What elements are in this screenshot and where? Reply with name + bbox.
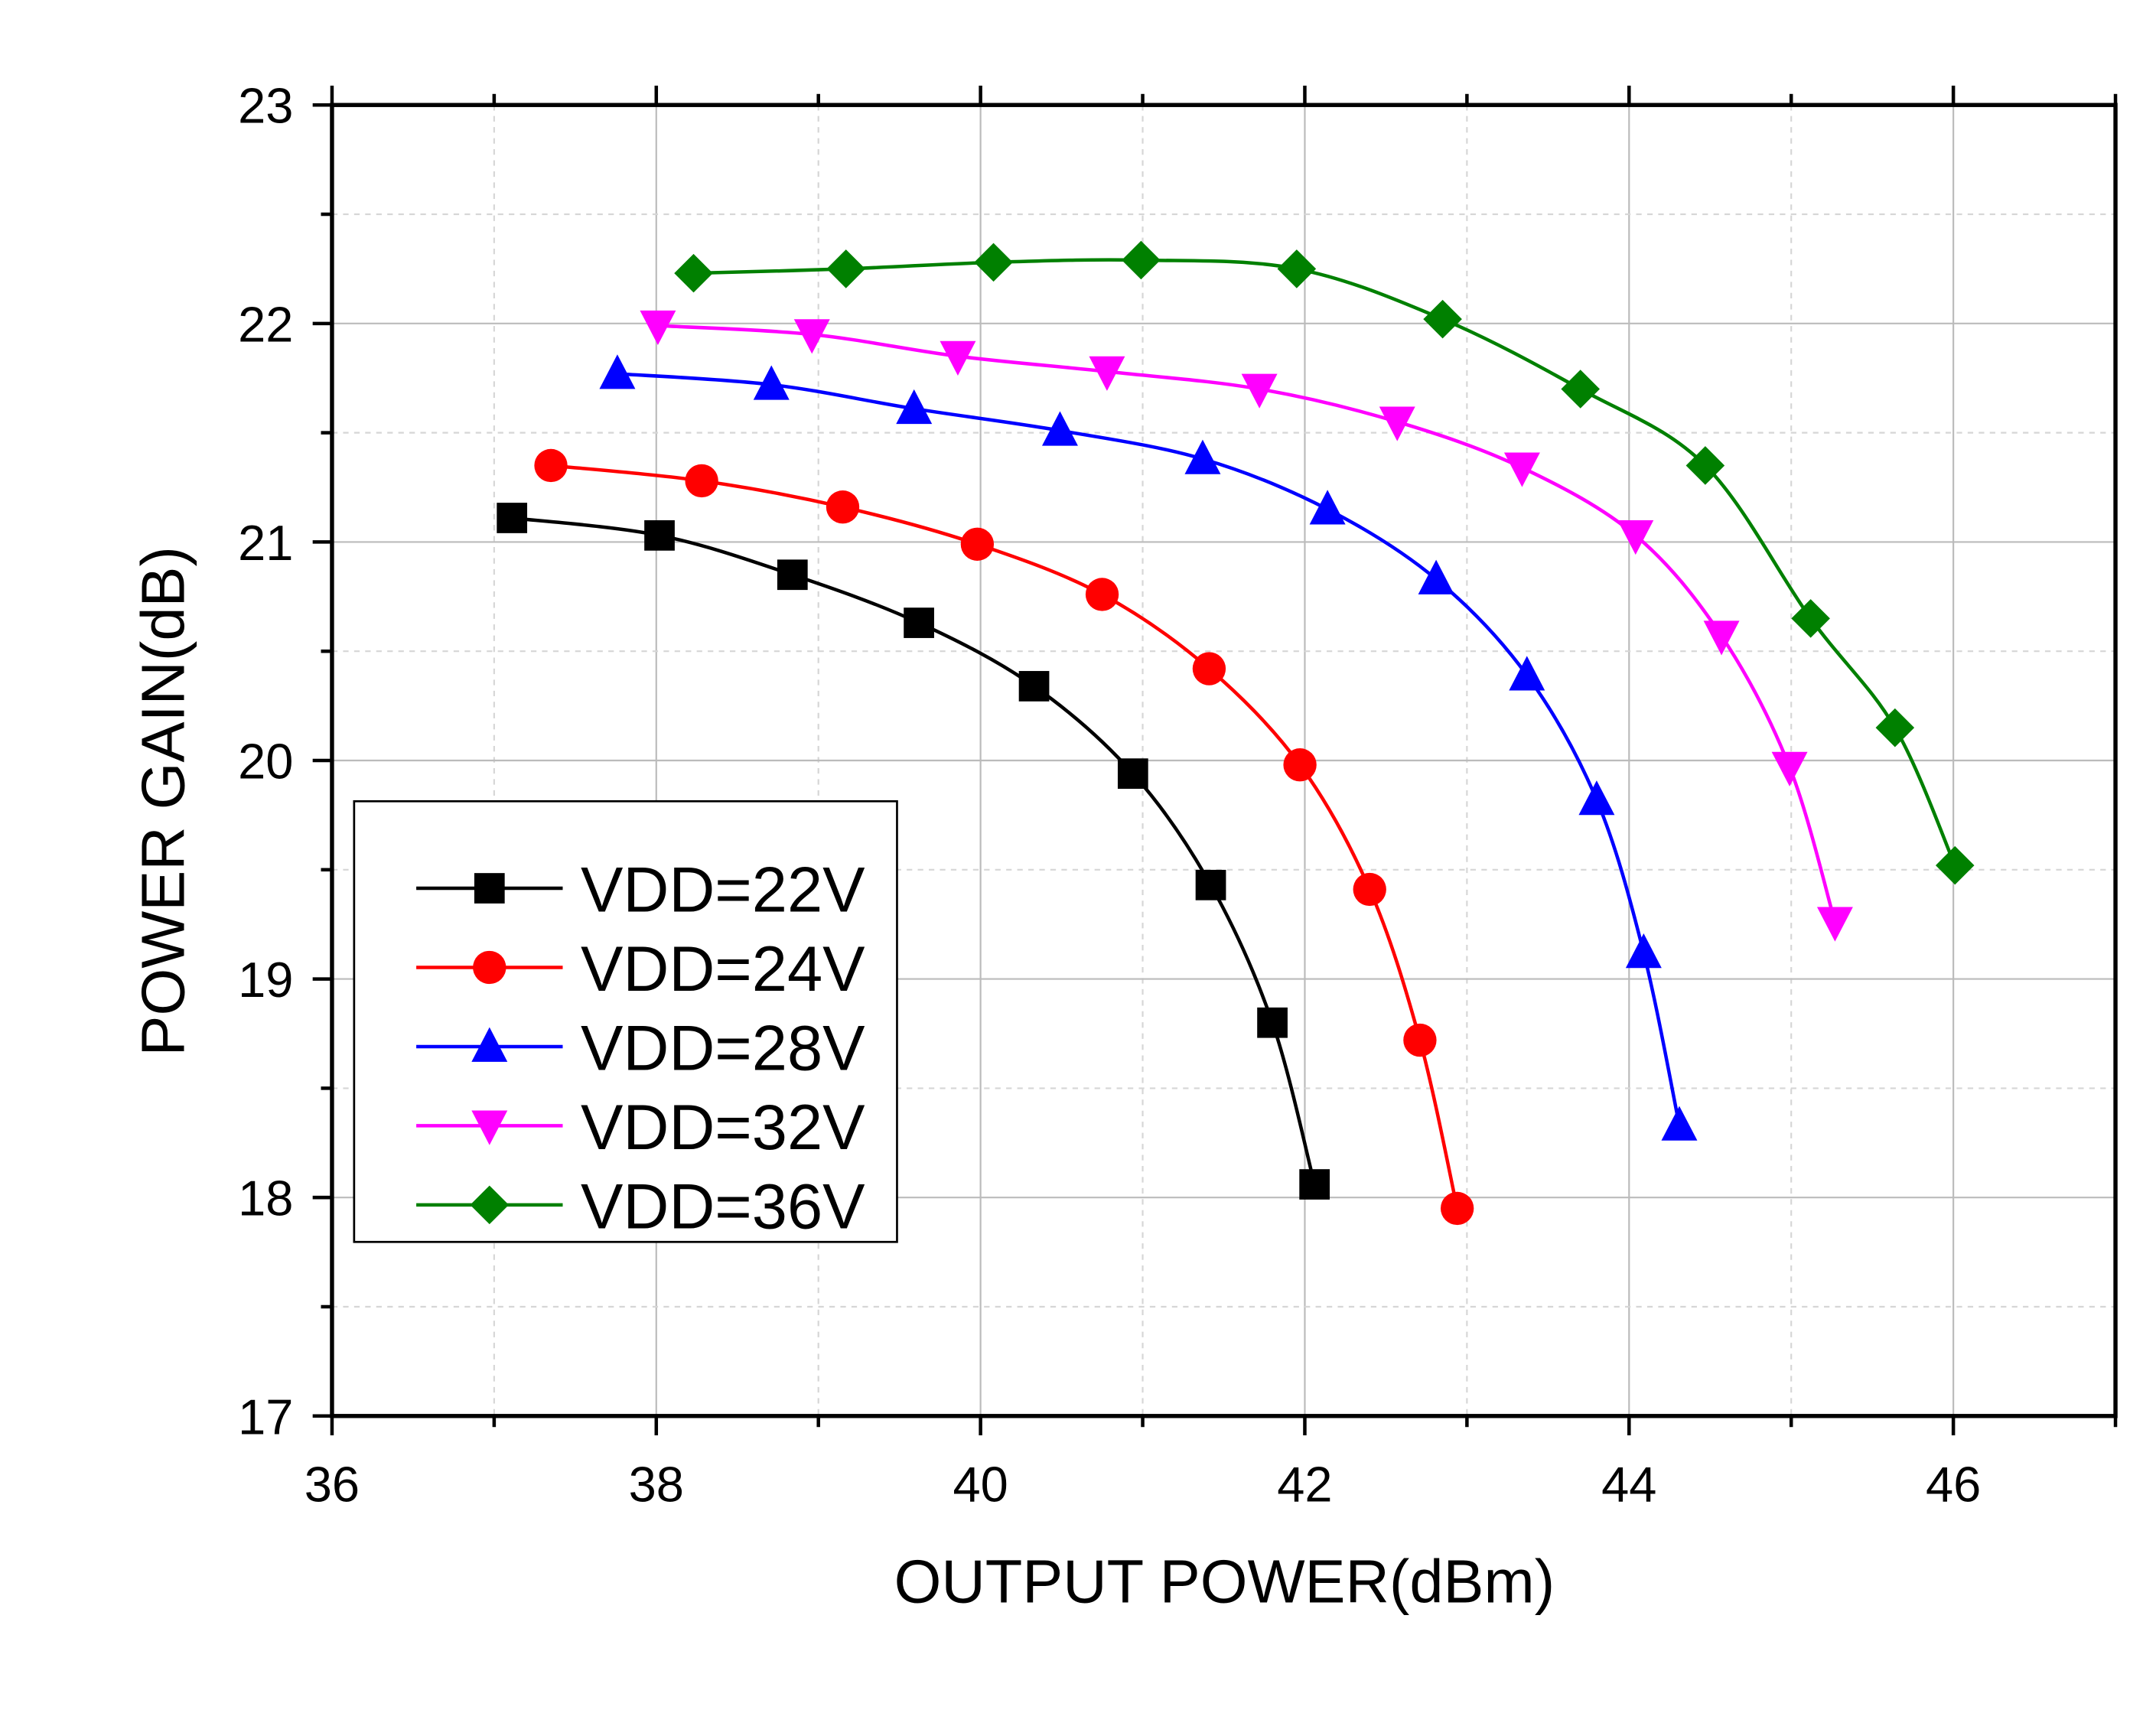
axes: 36 38 40 42 44 46 17 18 19 20 21 22 23 bbox=[238, 78, 2118, 1513]
data-point bbox=[1423, 299, 1462, 339]
data-point bbox=[1283, 748, 1317, 782]
series-line bbox=[693, 258, 1957, 866]
data-point bbox=[1509, 656, 1545, 691]
data-point bbox=[497, 503, 528, 533]
data-point bbox=[1771, 751, 1808, 786]
data-point bbox=[1617, 519, 1654, 555]
data-point bbox=[1625, 933, 1662, 969]
y-tick-label: 22 bbox=[238, 296, 293, 352]
data-point bbox=[960, 527, 995, 561]
data-point bbox=[674, 253, 713, 293]
data-point bbox=[1241, 373, 1278, 409]
data-point bbox=[1299, 1169, 1330, 1200]
data-point bbox=[1661, 1106, 1698, 1141]
series-vdd-22v bbox=[497, 503, 1330, 1200]
legend-entry: VDD=32V bbox=[416, 1092, 865, 1163]
y-tick-label: 21 bbox=[238, 515, 293, 571]
data-point bbox=[1503, 452, 1540, 487]
legend-box bbox=[353, 800, 898, 1243]
data-point bbox=[753, 365, 790, 400]
legend-label: VDD=32V bbox=[581, 1092, 865, 1163]
legend-entry: VDD=22V bbox=[416, 855, 865, 926]
data-point bbox=[974, 243, 1013, 282]
x-tick-label: 40 bbox=[953, 1457, 1008, 1513]
legend-marker bbox=[473, 950, 506, 985]
data-point bbox=[1703, 620, 1740, 656]
legend-label: VDD=28V bbox=[581, 1013, 865, 1084]
data-point bbox=[904, 607, 934, 638]
x-tick-label: 44 bbox=[1601, 1457, 1656, 1513]
legend-marker bbox=[474, 873, 505, 904]
data-point bbox=[1122, 240, 1161, 280]
legend-entry: VDD=36V bbox=[416, 1171, 865, 1242]
data-point bbox=[940, 340, 976, 376]
data-point bbox=[1018, 671, 1050, 702]
y-tick-label: 20 bbox=[238, 733, 293, 789]
x-tick-label: 46 bbox=[1926, 1457, 1981, 1513]
series-vdd-28v bbox=[599, 354, 1698, 1141]
data-point bbox=[1379, 406, 1415, 441]
series-line bbox=[550, 464, 1459, 1209]
y-tick-label: 17 bbox=[238, 1389, 293, 1444]
series-vdd-32v bbox=[640, 310, 1853, 942]
x-axis-label: OUTPUT POWER(dBm) bbox=[894, 1548, 1555, 1616]
data-point bbox=[1418, 559, 1454, 594]
data-point bbox=[793, 319, 830, 354]
y-tick-label: 18 bbox=[238, 1171, 293, 1226]
data-point bbox=[826, 490, 860, 524]
data-point bbox=[1578, 780, 1615, 816]
data-point bbox=[896, 389, 933, 425]
legend-label: VDD=36V bbox=[581, 1171, 865, 1242]
data-point bbox=[644, 519, 675, 551]
data-point bbox=[1041, 411, 1078, 446]
data-point bbox=[1353, 872, 1386, 907]
data-point bbox=[826, 249, 866, 288]
data-point bbox=[1117, 758, 1148, 790]
legend-marker bbox=[471, 1027, 508, 1062]
data-point bbox=[1089, 356, 1125, 391]
legend-label: VDD=22V bbox=[581, 855, 865, 926]
data-point bbox=[1192, 652, 1226, 686]
data-point bbox=[1195, 869, 1226, 900]
legend-marker bbox=[470, 1185, 510, 1225]
data-point bbox=[1277, 249, 1317, 288]
data-point bbox=[1875, 708, 1915, 747]
series-group bbox=[497, 240, 1975, 1226]
data-point bbox=[1403, 1023, 1437, 1057]
data-point bbox=[1816, 907, 1853, 942]
data-point bbox=[1791, 599, 1830, 638]
data-point bbox=[685, 464, 718, 498]
x-tick-label: 36 bbox=[305, 1457, 360, 1513]
data-point bbox=[534, 448, 568, 483]
legend-label: VDD=24V bbox=[581, 933, 865, 1005]
y-axis-label: POWER GAIN(dB) bbox=[129, 546, 197, 1056]
data-point bbox=[777, 559, 808, 591]
legend-entry: VDD=24V bbox=[416, 933, 865, 1005]
data-point bbox=[1309, 490, 1346, 525]
data-point bbox=[640, 310, 676, 345]
x-tick-label: 42 bbox=[1277, 1457, 1332, 1513]
data-point bbox=[1561, 370, 1600, 409]
legend-marker bbox=[471, 1110, 508, 1145]
y-tick-label: 19 bbox=[238, 952, 293, 1008]
data-point bbox=[599, 354, 636, 389]
x-tick-label: 38 bbox=[629, 1457, 684, 1513]
data-point bbox=[1440, 1191, 1474, 1226]
data-point bbox=[1184, 439, 1221, 474]
series-vdd-36v bbox=[674, 240, 1975, 885]
legend-entry: VDD=28V bbox=[416, 1013, 865, 1084]
data-point bbox=[1935, 845, 1975, 885]
data-point bbox=[1085, 578, 1119, 611]
series-vdd-24v bbox=[534, 448, 1474, 1226]
data-point bbox=[1257, 1007, 1288, 1038]
y-tick-label: 23 bbox=[238, 78, 293, 134]
